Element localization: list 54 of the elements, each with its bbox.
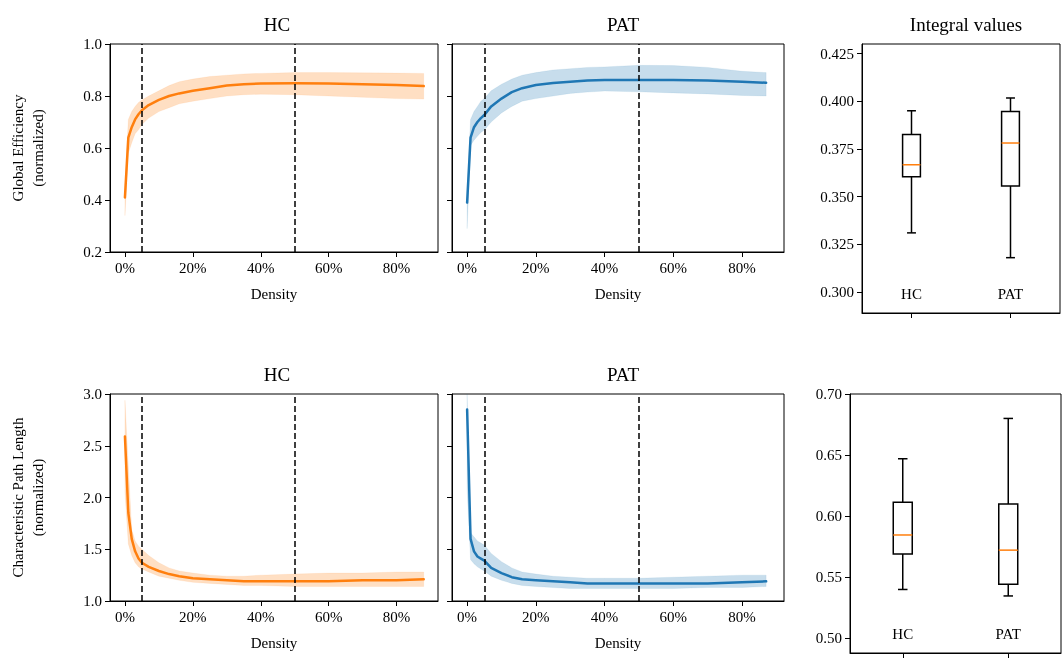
x-tick-label: 60% — [314, 608, 343, 625]
y-tick-label: 0.50 — [815, 630, 842, 647]
y-tick-label: 3.0 — [83, 386, 102, 402]
x-tick-label: 60% — [659, 259, 688, 276]
y-tick-label: 2.5 — [83, 437, 102, 454]
y-tick-label: 0.60 — [815, 508, 842, 525]
y-tick-label: 0.2 — [83, 244, 102, 260]
x-tick-label: 0% — [114, 259, 135, 276]
chart-title: PAT — [606, 14, 640, 35]
y-tick-label: 0.8 — [83, 88, 102, 104]
x-tick-label: 40% — [247, 259, 275, 276]
line-series — [123, 435, 425, 583]
x-tick-label: 80% — [382, 259, 411, 276]
x-tick-label: 60% — [314, 259, 343, 276]
line-series — [123, 82, 425, 199]
x-tick-label: 80% — [728, 259, 756, 276]
y-tick-label: 1.0 — [83, 593, 102, 609]
y-tick-label: 1.0 — [83, 36, 102, 52]
chart-title: HC — [263, 364, 291, 385]
x-axis-title: Density — [250, 286, 298, 302]
y-tick-label: 0.300 — [820, 284, 854, 301]
x-tick-label: 80% — [728, 608, 756, 625]
y-tick-label: 0.55 — [815, 569, 842, 586]
x-tick-label: 40% — [590, 608, 619, 625]
y-tick-label: 0.350 — [820, 188, 854, 205]
x-tick-label: 20% — [522, 259, 550, 276]
chart-title: HC — [263, 14, 291, 35]
y-axis-title: Characteristic Path Length (normalized) — [10, 417, 47, 578]
x-tick-label: 0% — [457, 608, 478, 625]
y-tick-label: 0.400 — [820, 93, 854, 110]
x-tick-label: 0% — [457, 259, 478, 276]
y-tick-label: 0.70 — [815, 386, 842, 402]
y-tick-label: 0.65 — [815, 447, 842, 464]
y-tick-label: 1.5 — [83, 541, 102, 558]
x-tick-label: 20% — [522, 608, 550, 625]
x-axis-title: Density — [250, 635, 298, 651]
x-axis-title: Density — [594, 635, 642, 651]
y-tick-label: 0.375 — [820, 140, 854, 157]
y-tick-label: 0.325 — [820, 236, 854, 253]
x-tick-label: 0% — [114, 608, 135, 625]
y-axis-title: Global Efficiency (normalized) — [10, 94, 47, 202]
x-tick-label: 20% — [179, 608, 207, 625]
chart-title: PAT — [606, 364, 640, 385]
y-tick-label: 2.0 — [83, 489, 102, 506]
chart-title: Integral values — [909, 14, 1023, 35]
y-tick-label: 0.6 — [83, 140, 103, 156]
x-tick-label: 40% — [590, 259, 619, 276]
x-axis-title: Density — [594, 286, 642, 302]
y-tick-label: 0.425 — [820, 45, 854, 62]
x-tick-label: 20% — [179, 259, 207, 276]
x-tick-label: 80% — [382, 608, 411, 625]
x-tick-label: 60% — [659, 608, 688, 625]
y-tick-label: 0.4 — [83, 192, 103, 208]
x-tick-label: 40% — [247, 608, 275, 625]
